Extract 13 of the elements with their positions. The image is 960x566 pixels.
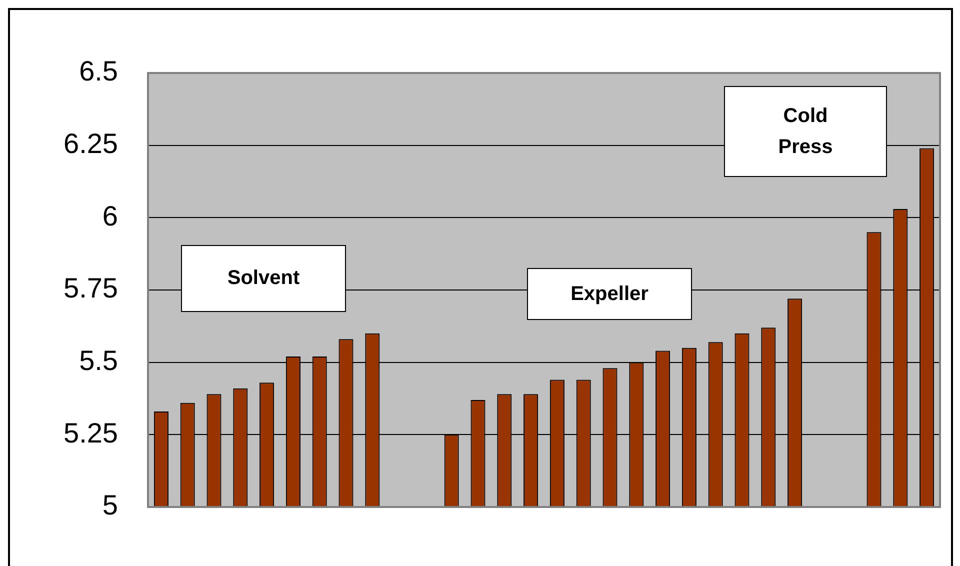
- annotation: Cold Press: [777, 104, 834, 160]
- text-box: Solvent: [181, 245, 346, 312]
- y-tick-label: 5.75: [64, 272, 118, 304]
- y-tick-label: 5: [102, 490, 118, 521]
- y-tick-label: 6: [102, 200, 118, 232]
- y-tick-label: 5.5: [79, 345, 118, 376]
- text-box: Expeller: [527, 268, 692, 320]
- text-box: Cold Press: [724, 86, 887, 177]
- y-tick-label: 6.25: [64, 128, 118, 160]
- annotation: Solvent: [227, 266, 300, 291]
- annotation: Expeller: [570, 282, 648, 306]
- y-tick-label: 5.25: [64, 417, 118, 448]
- y-tick-label: 6.5: [79, 56, 118, 87]
